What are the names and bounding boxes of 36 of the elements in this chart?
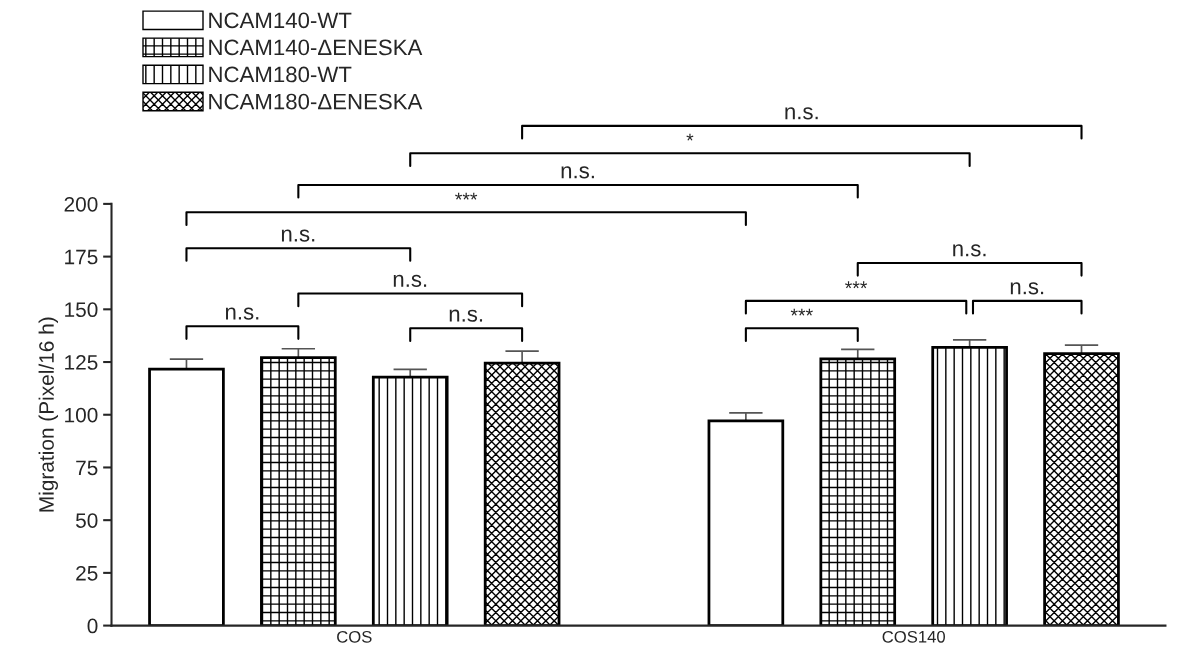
annotation: n.s. <box>225 307 259 320</box>
bar <box>371 375 449 626</box>
y-tick-label: 50 <box>75 513 98 528</box>
y-tick-label: 100 <box>65 407 98 423</box>
bar <box>148 367 225 626</box>
annotation: n.s. <box>449 309 483 322</box>
bar <box>260 356 337 626</box>
bar <box>707 419 785 626</box>
text: n.s. <box>561 166 594 179</box>
y-axis-title: Migration (Pixel/16 h) <box>38 317 58 512</box>
legend-label: NCAM180-ΔENESKA <box>209 93 423 110</box>
annotation: n.s. <box>393 274 427 288</box>
annotation: n.s. <box>953 244 986 257</box>
y-tick-label: 125 <box>65 355 98 370</box>
annotation: n.s. <box>281 229 315 242</box>
bar <box>1043 352 1120 626</box>
bar <box>819 357 897 626</box>
text: n.s. <box>785 107 818 120</box>
bar <box>483 361 561 626</box>
text: * <box>686 133 694 141</box>
annotation: *** <box>790 308 813 316</box>
x-tick-label: COS <box>337 630 372 643</box>
text: *** <box>455 192 478 200</box>
y-tick-label: 0 <box>87 618 98 634</box>
bar <box>931 346 1008 626</box>
y-tick-label: 25 <box>76 565 98 581</box>
x-tick-label: COS140 <box>882 630 946 643</box>
annotation: n.s. <box>1010 282 1044 295</box>
y-tick-label: 200 <box>64 196 98 212</box>
annotation: *** <box>845 281 868 289</box>
legend-label: NCAM180-WT <box>209 66 352 83</box>
y-tick-label: 150 <box>65 302 98 318</box>
y-tick-label: 175 <box>65 249 98 265</box>
legend-label: NCAM140-ΔENESKA <box>209 39 423 56</box>
y-tick-label: 75 <box>76 460 98 476</box>
legend-label: NCAM140-WT <box>209 12 352 29</box>
